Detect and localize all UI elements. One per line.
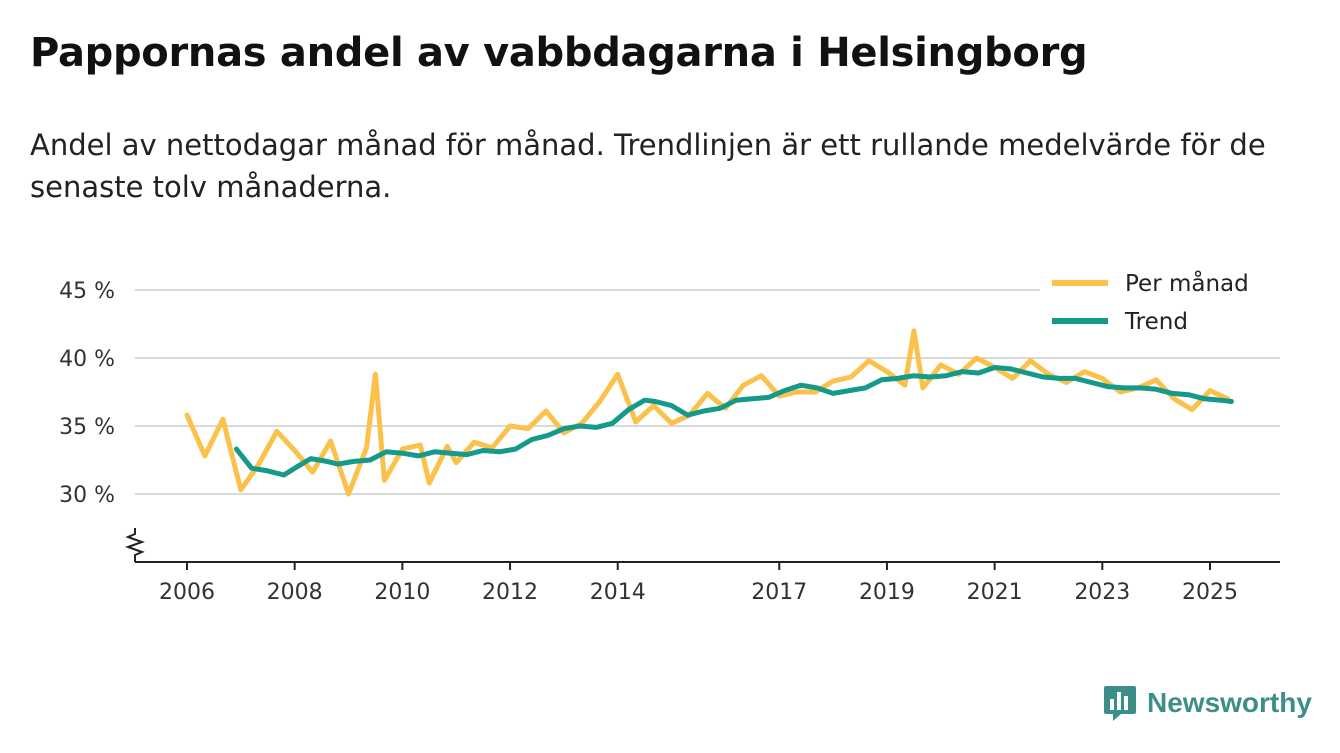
- y-tick-label: 30 %: [59, 483, 115, 508]
- x-tick-label: 2019: [859, 580, 915, 605]
- legend-background: [1040, 262, 1280, 340]
- chart-subtitle: Andel av nettodagar månad för månad. Tre…: [30, 128, 1266, 204]
- newsworthy-logo-icon: [1104, 686, 1136, 721]
- x-tick-label: 2025: [1182, 580, 1238, 605]
- x-tick-label: 2017: [751, 580, 807, 605]
- series-per-manad-line: [184, 328, 1231, 497]
- series-lines: [184, 328, 1234, 497]
- y-axis-tick-labels: 30 % 35 % 40 % 45 %: [59, 279, 115, 508]
- x-tick-label: 2014: [590, 580, 646, 605]
- y-tick-label: 45 %: [59, 279, 115, 304]
- legend-label: Trend: [1124, 309, 1188, 335]
- axis-break-icon: [125, 528, 145, 562]
- chart-title: Pappornas andel av vabbdagarna i Helsing…: [30, 30, 1088, 76]
- y-tick-label: 40 %: [59, 347, 115, 372]
- x-tick-label: 2008: [267, 580, 323, 605]
- x-tick-label: 2012: [482, 580, 538, 605]
- x-tick-label: 2023: [1074, 580, 1130, 605]
- series-trend-line: [233, 365, 1234, 478]
- legend-label: Per månad: [1125, 269, 1249, 297]
- brand-logo[interactable]: Newsworthy: [1103, 684, 1312, 722]
- x-tick-label: 2021: [967, 580, 1023, 605]
- x-tick-label: 2010: [374, 580, 430, 605]
- y-tick-label: 35 %: [59, 415, 115, 440]
- brand-name: Newsworthy: [1147, 687, 1312, 718]
- x-axis: 2006 2008 2010 2012 2014 2017 2019 2021 2023 2025: [125, 528, 1280, 605]
- legend[interactable]: Per månad Trend: [1040, 262, 1280, 340]
- x-tick-label: 2006: [159, 580, 215, 605]
